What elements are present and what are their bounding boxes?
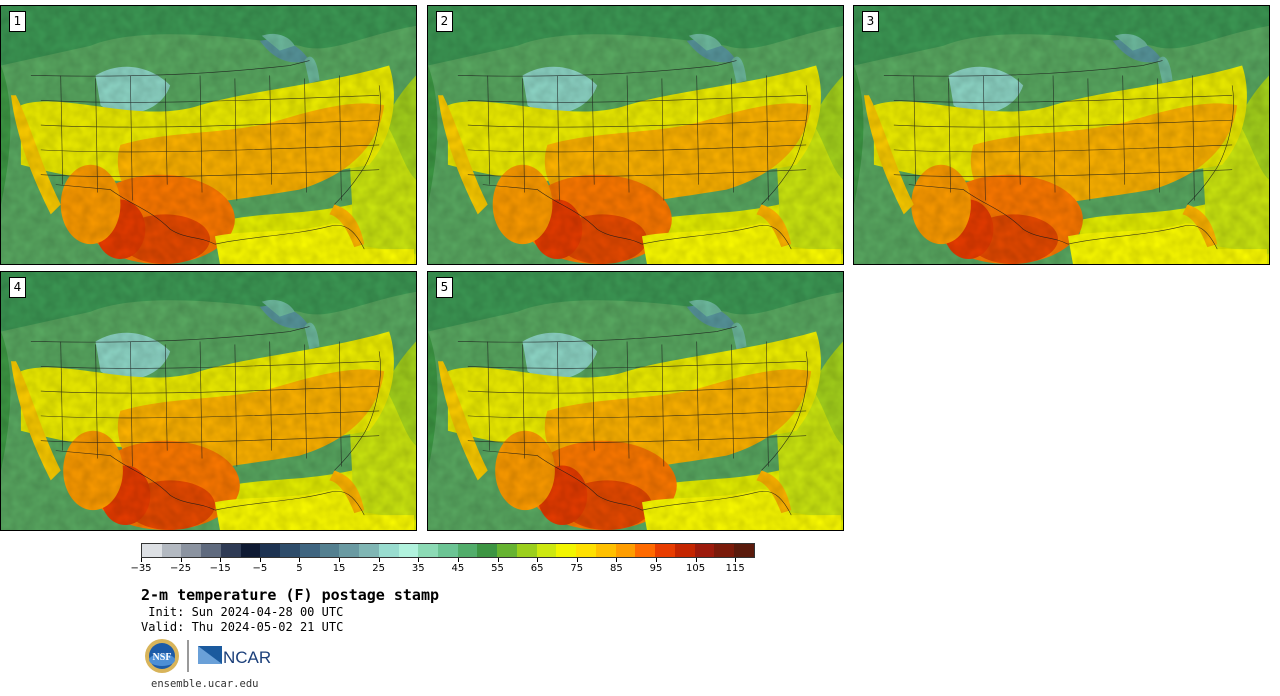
colorbar-cell (181, 544, 202, 557)
colorbar-cell (635, 544, 656, 557)
colorbar-tick (220, 558, 222, 562)
colorbar-cell (497, 544, 517, 557)
colorbar-cell (438, 544, 458, 557)
panel-number-label: 1 (9, 11, 26, 32)
colorbar-tick-label: 75 (570, 563, 584, 574)
colorbar-cell (457, 544, 478, 557)
colorbar-cell (694, 544, 715, 557)
map-panel-4: 4 (0, 271, 417, 531)
colorbar-tick-label: −5 (252, 563, 268, 574)
colorbar-tick (180, 558, 182, 562)
colorbar-tick (735, 558, 737, 562)
colorbar-cell (201, 544, 221, 557)
plot-title: 2-m temperature (F) postage stamp (141, 586, 440, 604)
colorbar-cell (477, 544, 498, 557)
colorbar-cell (576, 544, 596, 557)
colorbar-tick (418, 558, 420, 562)
temperature-map (428, 6, 843, 264)
panel-number-label: 4 (9, 277, 26, 298)
colorbar-tick (339, 558, 341, 562)
colorbar-ticks: −35 −25 −15 −5 5 15 25 35 45 55 65 75 85 95 105 115 (130, 558, 755, 580)
panel-number-label: 2 (436, 11, 453, 32)
temperature-map (428, 272, 843, 530)
colorbar-tick-label: −25 (170, 563, 192, 574)
map-panel-3: 3 (853, 5, 1270, 265)
colorbar-tick (378, 558, 380, 562)
ncar-logo-icon: NCAR (198, 646, 271, 667)
panel-number-label: 5 (436, 277, 453, 298)
colorbar-tick-label: 65 (530, 563, 544, 574)
colorbar-tick (576, 558, 578, 562)
colorbar-tick (537, 558, 539, 562)
map-panel-2: 2 (427, 5, 844, 265)
colorbar-tick (299, 558, 301, 562)
colorbar-cell (595, 544, 616, 557)
map-panel-5: 5 (427, 271, 844, 531)
colorbar-cell (339, 544, 360, 557)
colorbar-cell (299, 544, 320, 557)
colorbar-cell (655, 544, 675, 557)
colorbar-tick-label: −35 (130, 563, 152, 574)
colorbar-cell (615, 544, 636, 557)
colorbar-cell (161, 544, 182, 557)
colorbar-tick-label: 55 (491, 563, 504, 574)
colorbar-tick-label: 105 (686, 563, 706, 574)
colorbar-tick (695, 558, 697, 562)
init-time: Init: Sun 2024-04-28 00 UTC (141, 605, 344, 619)
panel-number-label: 3 (862, 11, 879, 32)
temperature-map (1, 6, 416, 264)
colorbar-cell (359, 544, 379, 557)
temperature-map (854, 6, 1269, 264)
valid-time: Valid: Thu 2024-05-02 21 UTC (141, 620, 344, 634)
colorbar-cell (418, 544, 439, 557)
colorbar-tick (616, 558, 618, 562)
colorbar-tick-label: 35 (411, 563, 425, 574)
temperature-map (1, 272, 416, 530)
colorbar-cell (734, 544, 754, 557)
colorbar-tick-label: 15 (332, 563, 346, 574)
colorbar-tick-label: 45 (451, 563, 465, 574)
colorbar-tick-label: 5 (296, 563, 303, 574)
colorbar-tick (497, 558, 499, 562)
colorbar-cell (674, 544, 695, 557)
colorbar-tick (259, 558, 261, 562)
colorbar-tick-label: 25 (372, 563, 386, 574)
colorbar-cell (398, 544, 419, 557)
svg-text:NCAR: NCAR (223, 648, 271, 667)
colorbar-cell (516, 544, 537, 557)
colorbar-tick (457, 558, 459, 562)
colorbar-tick (141, 558, 142, 562)
colorbar-cell (142, 544, 162, 557)
colorbar-tick (655, 558, 657, 562)
colorbar-tick-label: −15 (209, 563, 231, 574)
svg-text:NSF: NSF (153, 652, 172, 663)
colorbar-cell (714, 544, 735, 557)
colorbar-cell (319, 544, 340, 557)
website-link[interactable]: ensemble.ucar.edu (151, 678, 259, 690)
colorbar-cell (280, 544, 300, 557)
colorbar-cell (240, 544, 261, 557)
colorbar-tick-label: 85 (609, 563, 623, 574)
colorbar-cell (378, 544, 399, 557)
colorbar-cell (536, 544, 557, 557)
colorbar-cell (260, 544, 281, 557)
nsf-logo-icon: NSF (145, 639, 179, 673)
colorbar-tick-label: 115 (725, 563, 745, 574)
colorbar-cell (556, 544, 577, 557)
map-panel-1: 1 (0, 5, 417, 265)
temperature-colorbar (141, 543, 755, 558)
colorbar-tick-label: 95 (649, 563, 663, 574)
logos: NSF NCAR (145, 639, 271, 673)
colorbar-cell (220, 544, 241, 557)
